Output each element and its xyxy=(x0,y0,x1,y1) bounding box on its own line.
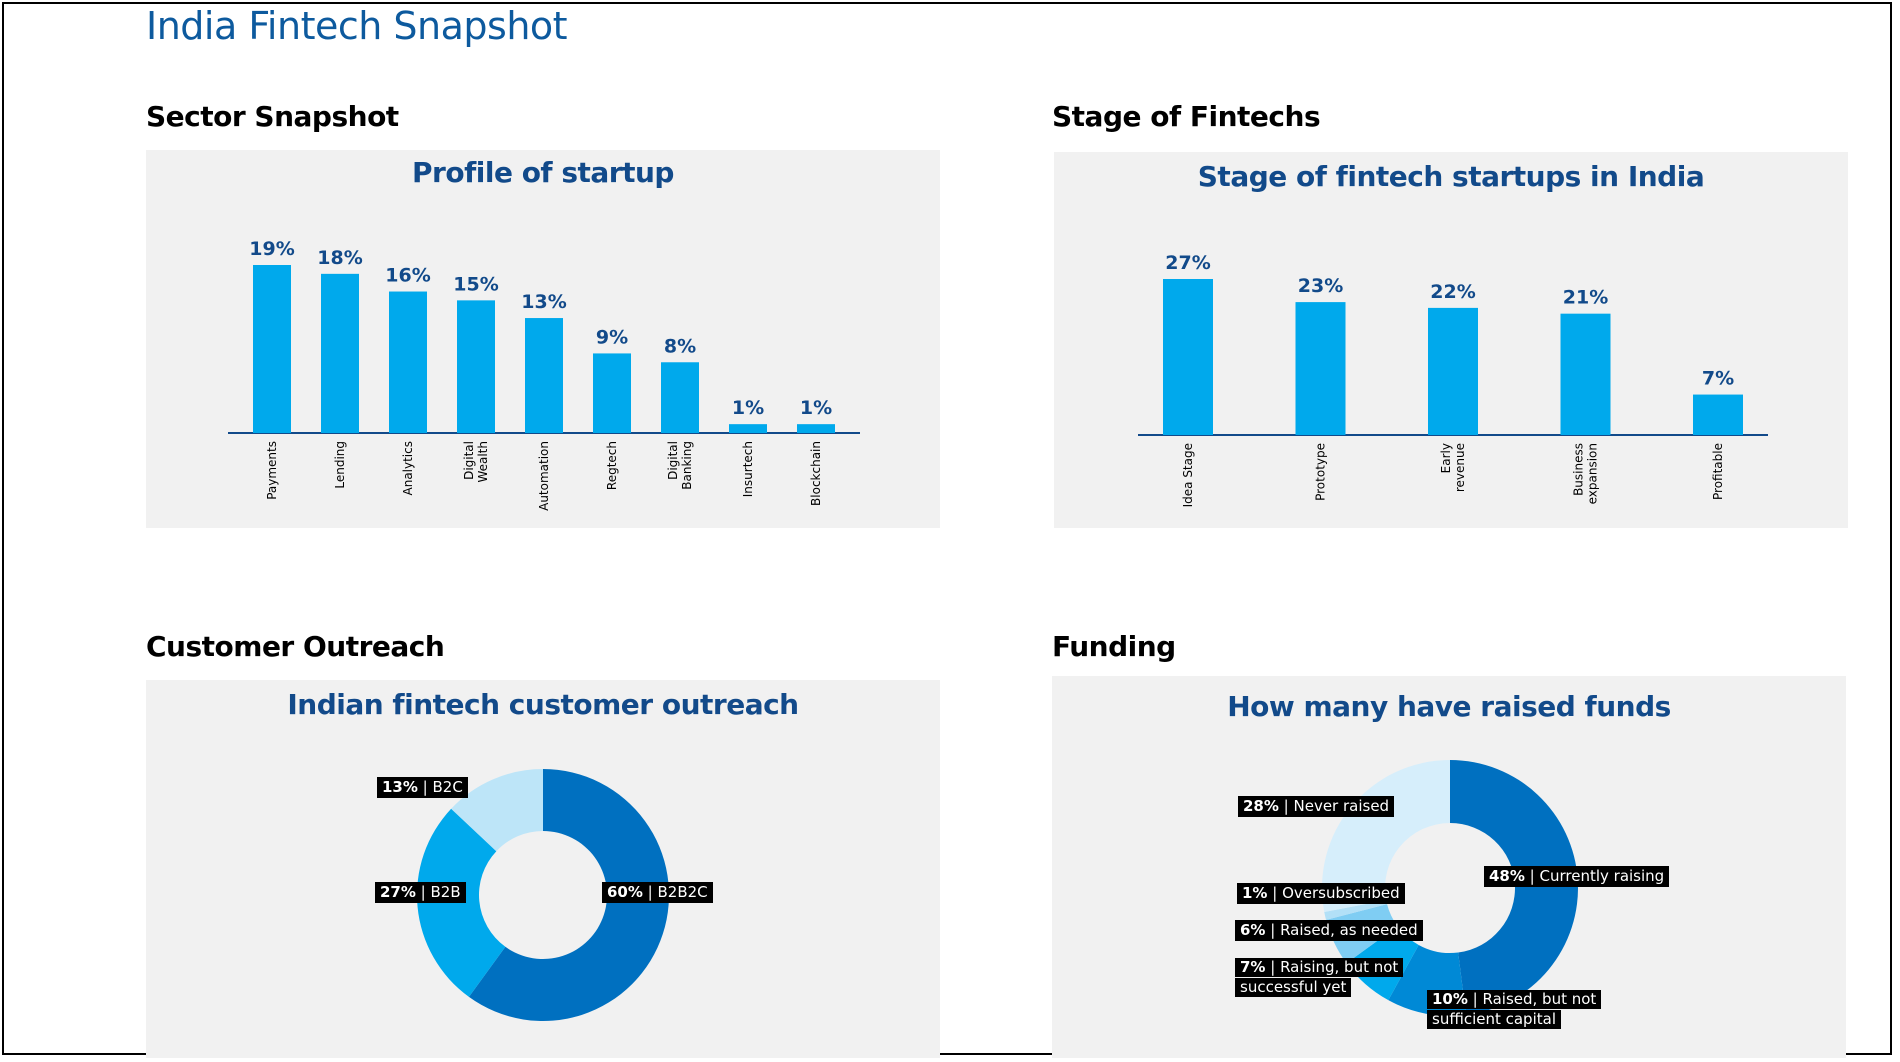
chart-title-startup-profile: Profile of startup xyxy=(412,156,674,189)
bar-6 xyxy=(661,362,699,433)
bar-value-label-7: 1% xyxy=(732,397,764,419)
category-label-7-0: Insurtech xyxy=(741,441,755,497)
bar-value-label-2: 16% xyxy=(385,265,430,287)
bar-3 xyxy=(1560,313,1611,435)
bar-2 xyxy=(1428,307,1478,435)
bar-3 xyxy=(457,300,495,433)
chart-title-startup-stage: Stage of fintech startups in India xyxy=(1197,160,1705,193)
bar-value-label-2: 22% xyxy=(1430,281,1475,303)
category-label-3-0: Business xyxy=(1572,443,1586,496)
donut-slice-4 xyxy=(1324,900,1388,920)
bar-value-label-1: 18% xyxy=(317,247,362,269)
category-label-2-1: revenue xyxy=(1453,443,1467,492)
bar-value-label-0: 27% xyxy=(1165,252,1210,274)
bar-value-label-5: 9% xyxy=(596,326,628,348)
bar-7 xyxy=(729,424,767,433)
bar-1 xyxy=(321,273,359,433)
donut-slice-5 xyxy=(1322,760,1450,912)
category-label-2-0: Early xyxy=(1439,443,1453,473)
chart-panel-startup-profile: Profile of startup 19% Payments 18% Lending… xyxy=(146,150,940,528)
bar-value-label-1: 23% xyxy=(1298,275,1343,297)
bar-1 xyxy=(1295,302,1346,435)
section-title-customer: Customer Outreach xyxy=(146,630,445,663)
bar-5 xyxy=(593,353,631,433)
bar-value-label-3: 21% xyxy=(1563,287,1608,309)
bar-value-label-6: 8% xyxy=(664,335,696,357)
donut-slice-0 xyxy=(468,769,670,1021)
chart-panel-funding: How many have raised funds 28% | Never r… xyxy=(1052,676,1846,1058)
category-label-8-0: Blockchain xyxy=(809,441,823,506)
bar-0 xyxy=(1163,279,1213,435)
category-label-4-0: Profitable xyxy=(1711,443,1725,500)
chart-title-funding: How many have raised funds xyxy=(1227,690,1671,723)
donut-label-b2b: 27% | B2B xyxy=(375,882,466,903)
donut-label-raising-not-successful: 7% | Raising, but not successful yet xyxy=(1235,957,1404,997)
category-label-3-1: expansion xyxy=(1586,443,1600,504)
donut-label-raised-not-sufficient: 10% | Raised, but not sufficient capital xyxy=(1427,989,1602,1029)
donut-label-oversubscribed: 1% | Oversubscribed xyxy=(1237,883,1405,904)
bar-chart-startup-stage: 27% Idea Stage 23% Prototype 22% Early revenue… xyxy=(1138,252,1768,507)
bar-value-label-3: 15% xyxy=(453,273,498,295)
bar-2 xyxy=(389,291,427,433)
category-label-6-1: Banking xyxy=(680,441,694,490)
donut-label-never-raised: 28% | Never raised xyxy=(1238,796,1395,817)
category-label-2-0: Analytics xyxy=(401,441,415,496)
bar-4 xyxy=(1693,394,1743,435)
donut-label-b2b2c: 60% | B2B2C xyxy=(602,882,713,903)
category-label-5-0: Regtech xyxy=(605,441,619,490)
category-label-1-0: Lending xyxy=(333,441,347,489)
donut-slice-2 xyxy=(451,769,543,852)
chart-panel-customer-outreach: Indian fintech customer outreach 13% | B… xyxy=(146,680,940,1058)
bar-value-label-4: 7% xyxy=(1702,368,1734,390)
donut-chart-customer-outreach xyxy=(417,769,670,1021)
chart-title-customer-outreach: Indian fintech customer outreach xyxy=(287,688,799,721)
category-label-3-1: Wealth xyxy=(476,441,490,483)
category-label-6-0: Digital xyxy=(666,441,680,480)
category-label-0-0: Idea Stage xyxy=(1181,443,1195,507)
category-label-1-0: Prototype xyxy=(1314,443,1328,501)
donut-label-raised-as-needed: 6% | Raised, as needed xyxy=(1235,920,1423,941)
bar-4 xyxy=(525,318,563,433)
bar-8 xyxy=(797,424,835,433)
section-title-sector: Sector Snapshot xyxy=(146,100,399,133)
bar-value-label-0: 19% xyxy=(249,238,294,260)
page-title: India Fintech Snapshot xyxy=(146,4,568,48)
bar-chart-startup-profile: 19% Payments 18% Lending 16% Analytics 15% Digi… xyxy=(228,238,860,511)
category-label-3-0: Digital xyxy=(462,441,476,480)
bar-value-label-8: 1% xyxy=(800,397,832,419)
section-title-stage: Stage of Fintechs xyxy=(1052,100,1321,133)
section-title-funding: Funding xyxy=(1052,630,1176,663)
donut-label-currently-raising: 48% | Currently raising xyxy=(1484,866,1670,887)
bar-0 xyxy=(253,265,291,433)
donut-label-b2c: 13% | B2C xyxy=(377,777,468,798)
category-label-0-0: Payments xyxy=(265,441,279,500)
chart-panel-startup-stage: Stage of fintech startups in India 27% Id… xyxy=(1054,152,1848,528)
category-label-4-0: Automation xyxy=(537,441,551,511)
bar-value-label-4: 13% xyxy=(521,291,566,313)
donut-slice-0 xyxy=(1450,760,1579,1015)
